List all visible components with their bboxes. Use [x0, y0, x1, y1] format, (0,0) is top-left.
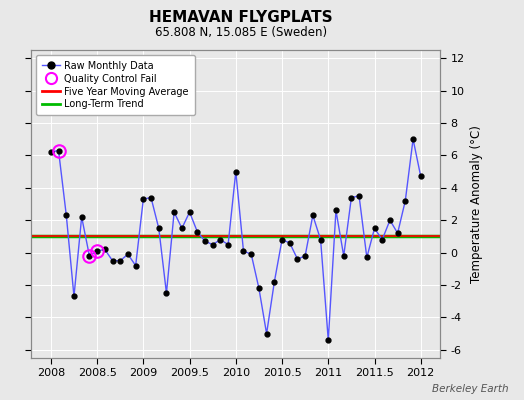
- Legend: Raw Monthly Data, Quality Control Fail, Five Year Moving Average, Long-Term Tren: Raw Monthly Data, Quality Control Fail, …: [36, 55, 195, 115]
- Y-axis label: Temperature Anomaly (°C): Temperature Anomaly (°C): [470, 125, 483, 283]
- Text: Berkeley Earth: Berkeley Earth: [432, 384, 508, 394]
- Text: 65.808 N, 15.085 E (Sweden): 65.808 N, 15.085 E (Sweden): [155, 26, 327, 39]
- Text: HEMAVAN FLYGPLATS: HEMAVAN FLYGPLATS: [149, 10, 333, 25]
